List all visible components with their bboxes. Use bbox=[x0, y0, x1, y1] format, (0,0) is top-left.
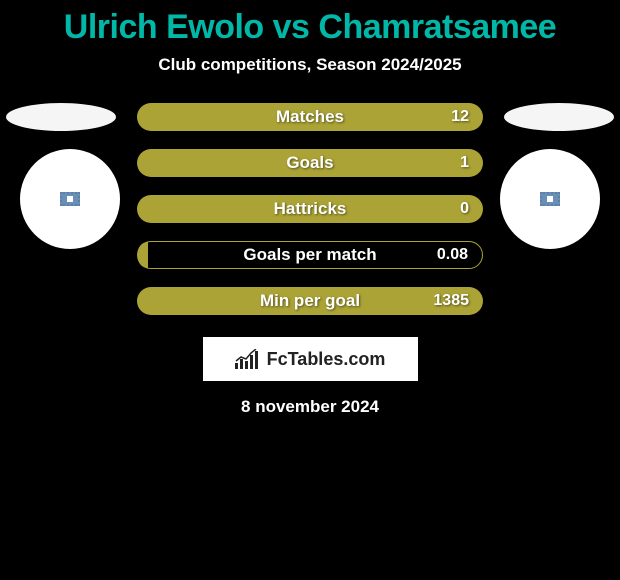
player2-oval-shadow bbox=[504, 103, 614, 131]
stat-bar: Hattricks 0 bbox=[137, 195, 483, 223]
stat-bar-value: 1385 bbox=[433, 292, 469, 310]
stat-bar-label: Hattricks bbox=[274, 199, 347, 219]
logo-text: FcTables.com bbox=[267, 349, 386, 370]
stat-bar-label: Matches bbox=[276, 107, 344, 127]
date-label: 8 november 2024 bbox=[0, 397, 620, 417]
page-title: Ulrich Ewolo vs Chamratsamee bbox=[0, 0, 620, 47]
player1-avatar bbox=[20, 149, 120, 249]
stat-bar: Min per goal 1385 bbox=[137, 287, 483, 315]
stat-bar-fill bbox=[138, 242, 148, 268]
player2-name: Chamratsamee bbox=[318, 8, 556, 46]
player2-avatar bbox=[500, 149, 600, 249]
stat-bar-value: 0 bbox=[460, 200, 469, 218]
fctables-logo-icon bbox=[235, 349, 261, 369]
comparison-content: Matches 12 Goals 1 Hattricks 0 Goals per match… bbox=[0, 103, 620, 417]
stat-bar-label: Min per goal bbox=[260, 291, 360, 311]
placeholder-badge-icon bbox=[60, 192, 80, 206]
stat-bar: Goals per match 0.08 bbox=[137, 241, 483, 269]
logo-box: FcTables.com bbox=[203, 337, 418, 381]
stat-bar-label: Goals bbox=[286, 153, 333, 173]
stat-bar: Matches 12 bbox=[137, 103, 483, 131]
player1-name: Ulrich Ewolo bbox=[64, 8, 264, 46]
stat-bar-value: 1 bbox=[460, 154, 469, 172]
player1-oval-shadow bbox=[6, 103, 116, 131]
stat-bar: Goals 1 bbox=[137, 149, 483, 177]
placeholder-badge-icon bbox=[540, 192, 560, 206]
stat-bars: Matches 12 Goals 1 Hattricks 0 Goals per match… bbox=[137, 103, 483, 315]
vs-separator: vs bbox=[273, 8, 310, 46]
stat-bar-label: Goals per match bbox=[243, 245, 376, 265]
stat-bar-value: 0.08 bbox=[437, 246, 468, 264]
stat-bar-value: 12 bbox=[451, 108, 469, 126]
subtitle: Club competitions, Season 2024/2025 bbox=[0, 55, 620, 75]
